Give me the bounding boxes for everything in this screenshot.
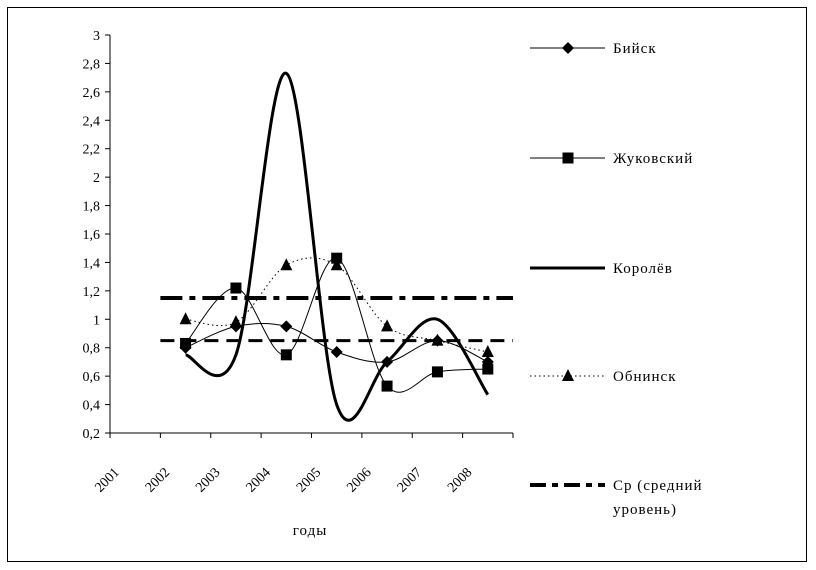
y-tick-label: 1 [93, 313, 100, 328]
square-marker [180, 337, 192, 349]
square-marker [331, 252, 343, 264]
legend-label: Жуковский [613, 151, 693, 167]
legend-item-4: Обнинск [530, 369, 677, 385]
y-tick-label: 0,4 [83, 399, 101, 414]
y-tick-label: 0,6 [83, 370, 101, 385]
y-tick-label: 1,4 [83, 256, 101, 271]
triangle-marker [562, 369, 574, 381]
x-tick-label: 2005 [294, 465, 324, 495]
legend-item-1: Бийск [530, 41, 657, 57]
y-tick-label: 0,8 [83, 342, 101, 357]
legend-label: Королёв [613, 261, 673, 277]
x-tick-label: 2006 [344, 465, 374, 495]
square-marker [230, 282, 242, 294]
legend-item-5: Ср (средний [530, 478, 703, 494]
square-marker [562, 152, 574, 164]
square-marker [381, 380, 393, 392]
legend-label: Ср (средний [613, 478, 703, 494]
series-group [160, 71, 513, 422]
y-tick-label: 2,2 [83, 143, 101, 158]
square-marker [431, 366, 443, 378]
triangle-marker [381, 319, 394, 332]
diamond-marker [562, 42, 574, 54]
legend-item-2: Жуковский [530, 151, 693, 167]
x-tick-label: 2001 [92, 465, 122, 495]
x-ticks: 2001 2002 2003 2004 2005 2006 2007 2008 [92, 433, 514, 496]
y-tick-label: 0,2 [83, 427, 101, 442]
y-tick-label: 2 [93, 171, 100, 186]
series-2 [180, 252, 494, 393]
y-ticks: 0,2 0,4 0,6 0,8 1 1,2 1,4 1,6 1,8 2 2,2 2,4 2,6 2,8 3 [83, 29, 110, 442]
triangle-marker [229, 315, 242, 328]
x-axis-title: годы [293, 523, 328, 539]
legend-label-continuation: уровень) [613, 502, 677, 518]
triangle-marker [179, 312, 192, 325]
series-line [185, 257, 488, 353]
triangle-marker [481, 344, 494, 357]
square-marker [482, 363, 494, 375]
series-4 [179, 257, 494, 357]
y-tick-label: 1,6 [83, 228, 101, 243]
diamond-marker [280, 320, 293, 333]
y-tick-label: 1,2 [83, 285, 101, 300]
legend-label: Бийск [613, 41, 657, 57]
x-tick-label: 2007 [395, 465, 425, 495]
y-tick-label: 1,8 [83, 200, 101, 215]
legend-label: Обнинск [613, 369, 677, 385]
legend-item-3: Королёв [530, 261, 673, 277]
legend: Бийск Жуковский Королёв Обнинск Ср (средний у… [530, 41, 703, 518]
x-tick-label: 2003 [193, 465, 223, 495]
y-tick-label: 2,4 [83, 114, 101, 129]
triangle-marker [330, 258, 343, 271]
x-tick-label: 2004 [244, 465, 274, 495]
triangle-marker [280, 258, 293, 271]
y-tick-label: 3 [93, 29, 100, 44]
y-tick-label: 2,8 [83, 57, 101, 72]
chart-frame [7, 7, 807, 562]
square-marker [280, 349, 292, 361]
diamond-marker [330, 345, 343, 358]
x-tick-label: 2002 [143, 465, 173, 495]
y-tick-label: 2,6 [83, 86, 101, 101]
x-tick-label: 2008 [445, 465, 475, 495]
